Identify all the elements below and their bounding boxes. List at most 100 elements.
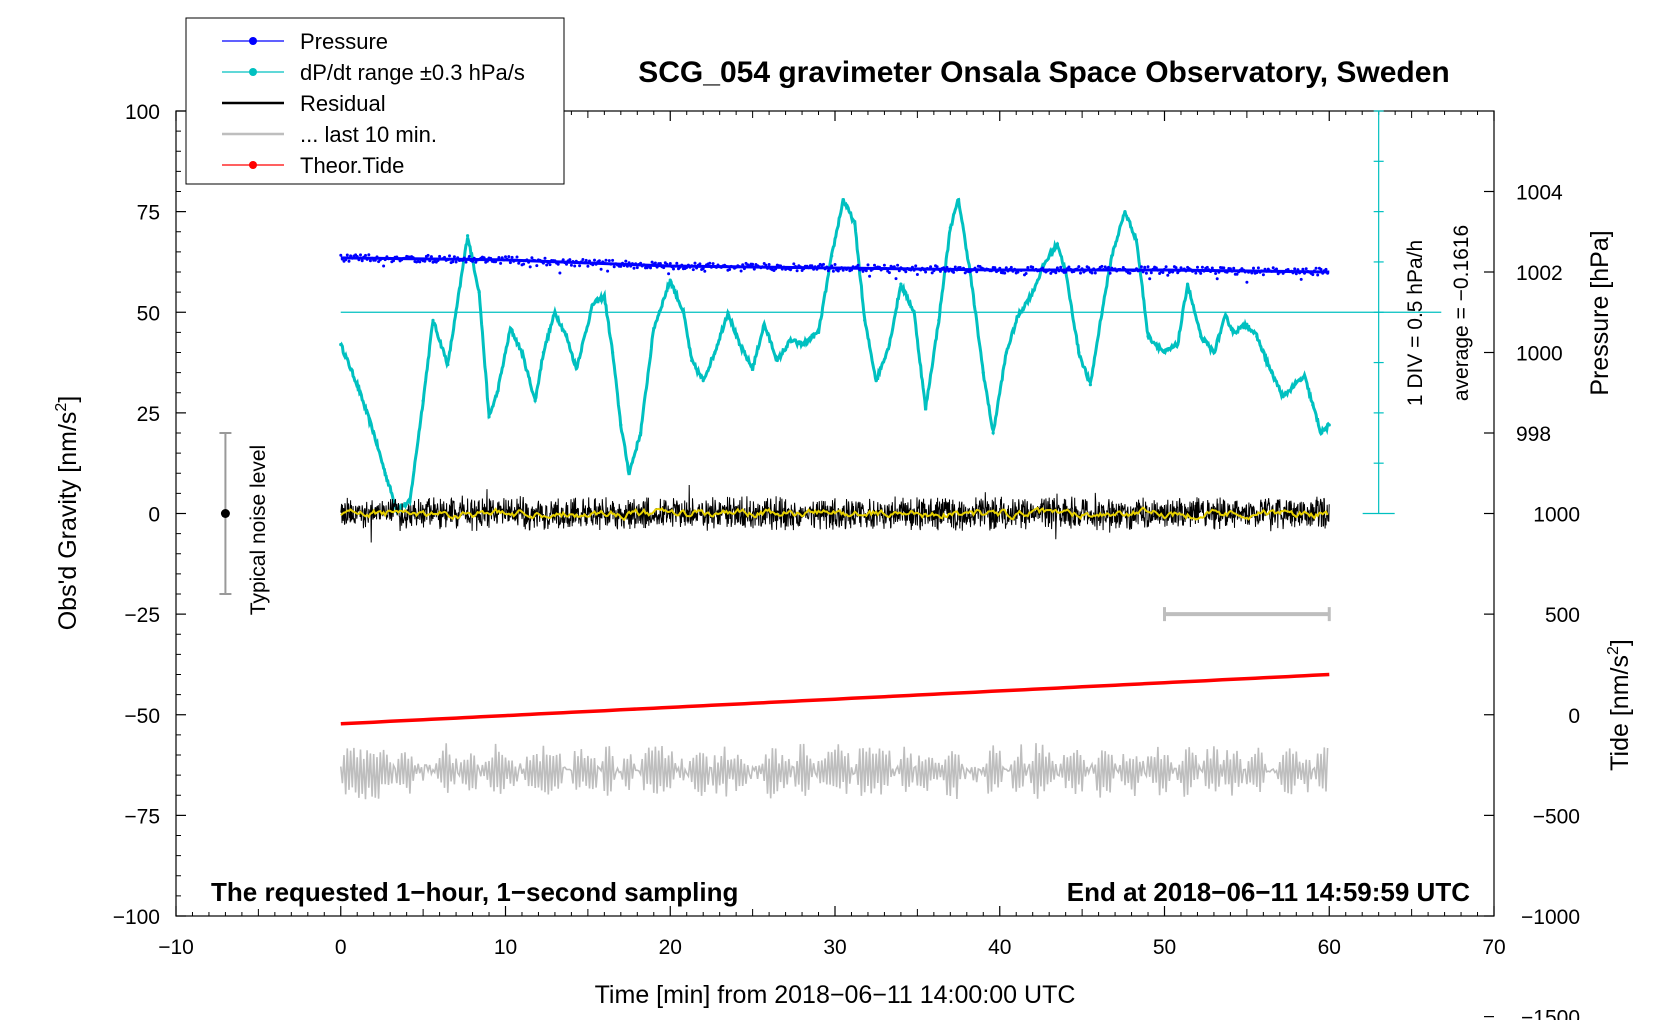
- pressure-point: [495, 258, 499, 262]
- pressure-tick-label: 1000: [1516, 343, 1563, 366]
- pressure-point: [1090, 271, 1094, 275]
- pressure-point: [975, 270, 979, 274]
- pressure-point: [655, 265, 659, 269]
- pressure-point: [909, 268, 913, 272]
- pressure-point: [604, 258, 608, 262]
- pressure-point: [1003, 271, 1007, 275]
- pressure-point: [1146, 265, 1150, 269]
- pressure-point: [1080, 267, 1084, 271]
- dpdt-point: [956, 197, 961, 202]
- dpdt-point: [1162, 350, 1167, 355]
- pressure-point: [751, 262, 755, 266]
- pressure-point: [767, 263, 771, 266]
- y-tick-label: 0: [148, 504, 160, 527]
- pressure-point: [1194, 271, 1198, 275]
- pressure-point: [1301, 267, 1305, 271]
- pressure-point: [1199, 271, 1203, 275]
- dpdt-point: [487, 415, 491, 419]
- pressure-point: [840, 266, 844, 270]
- pressure-point: [1304, 267, 1308, 271]
- dpdt-point: [619, 423, 623, 427]
- pressure-point: [1255, 271, 1259, 275]
- pressure-point: [1144, 271, 1148, 275]
- pressure-point: [594, 262, 598, 266]
- pressure-point: [782, 265, 786, 269]
- pressure-point: [761, 265, 764, 269]
- dpdt-point: [533, 399, 537, 403]
- tide-tick-label: −500: [1533, 805, 1580, 828]
- pressure-point: [1230, 269, 1234, 273]
- pressure-point: [579, 260, 583, 264]
- pressure-point: [525, 258, 529, 262]
- dpdt-point: [1123, 210, 1127, 214]
- axis-ticks-layer: −10 0 10 20 30 40 50 60 701007550250−25−50−75−10…: [113, 101, 1580, 1020]
- pressure-point: [347, 259, 351, 263]
- pressure-point: [518, 259, 522, 263]
- pressure-point: [583, 261, 587, 265]
- pressure-point: [728, 268, 732, 271]
- pressure-point: [471, 259, 474, 263]
- pressure-point: [714, 265, 718, 269]
- pressure-point: [675, 261, 679, 265]
- pressure-point: [1139, 265, 1143, 269]
- pressure-point: [668, 262, 672, 265]
- pressure-point: [629, 264, 633, 268]
- pressure-point: [382, 264, 386, 268]
- dpdt-point: [408, 499, 412, 504]
- pressure-point: [947, 269, 951, 273]
- pressure-point: [1024, 272, 1028, 275]
- pressure-point: [685, 266, 689, 269]
- pressure-point: [897, 269, 901, 273]
- pressure-point: [507, 255, 511, 259]
- pressure-point: [489, 256, 493, 260]
- pressure-point: [866, 263, 870, 267]
- pressure-point: [1209, 270, 1213, 273]
- series-layer: [339, 197, 1331, 800]
- legend-label-last10: ... last 10 min.: [300, 122, 437, 147]
- pressure-point: [396, 257, 400, 261]
- pressure-point: [815, 267, 819, 271]
- dpdt-point: [553, 310, 557, 314]
- residual-series-line: [340, 484, 1330, 543]
- pressure-point: [367, 253, 371, 257]
- average-label: average = −0.1616: [1450, 225, 1473, 401]
- pressure-point: [368, 259, 372, 263]
- pressure-point: [953, 265, 957, 269]
- pressure-point: [1275, 267, 1278, 271]
- pressure-point: [1149, 271, 1153, 275]
- pressure-point: [533, 259, 537, 263]
- legend-marker-pressure: [249, 37, 257, 45]
- tide-tick-label: 0: [1568, 705, 1580, 728]
- pressure-point: [429, 255, 433, 259]
- dpdt-point: [574, 367, 578, 371]
- pressure-point: [1083, 269, 1087, 273]
- pressure-point: [642, 263, 646, 267]
- pressure-point: [724, 264, 728, 268]
- pressure-point: [1128, 271, 1132, 275]
- pressure-point: [609, 262, 613, 266]
- pressure-point: [345, 253, 349, 257]
- pressure-point: [1031, 265, 1035, 269]
- pressure-point: [830, 264, 834, 268]
- pressure-tick-label: 998: [1516, 423, 1551, 446]
- pressure-point: [1174, 266, 1178, 270]
- pressure-point: [1027, 268, 1031, 272]
- dpdt-point: [610, 350, 615, 355]
- pressure-point: [535, 264, 539, 268]
- pressure-point: [456, 256, 460, 260]
- pressure-point: [878, 265, 881, 269]
- pressure-point: [996, 269, 1000, 272]
- pressure-point: [1054, 271, 1058, 275]
- pressure-point: [915, 273, 919, 276]
- pressure-point: [924, 270, 928, 274]
- pressure-point: [467, 255, 471, 258]
- pressure-point: [1250, 271, 1254, 275]
- pressure-point: [1215, 277, 1219, 281]
- pressure-point: [599, 267, 603, 271]
- pressure-point: [896, 263, 900, 267]
- pressure-point: [868, 274, 872, 278]
- pressure-point: [573, 264, 577, 268]
- legend-label-pressure: Pressure: [300, 29, 388, 54]
- pressure-point: [1217, 270, 1221, 274]
- pressure-point: [1047, 268, 1051, 272]
